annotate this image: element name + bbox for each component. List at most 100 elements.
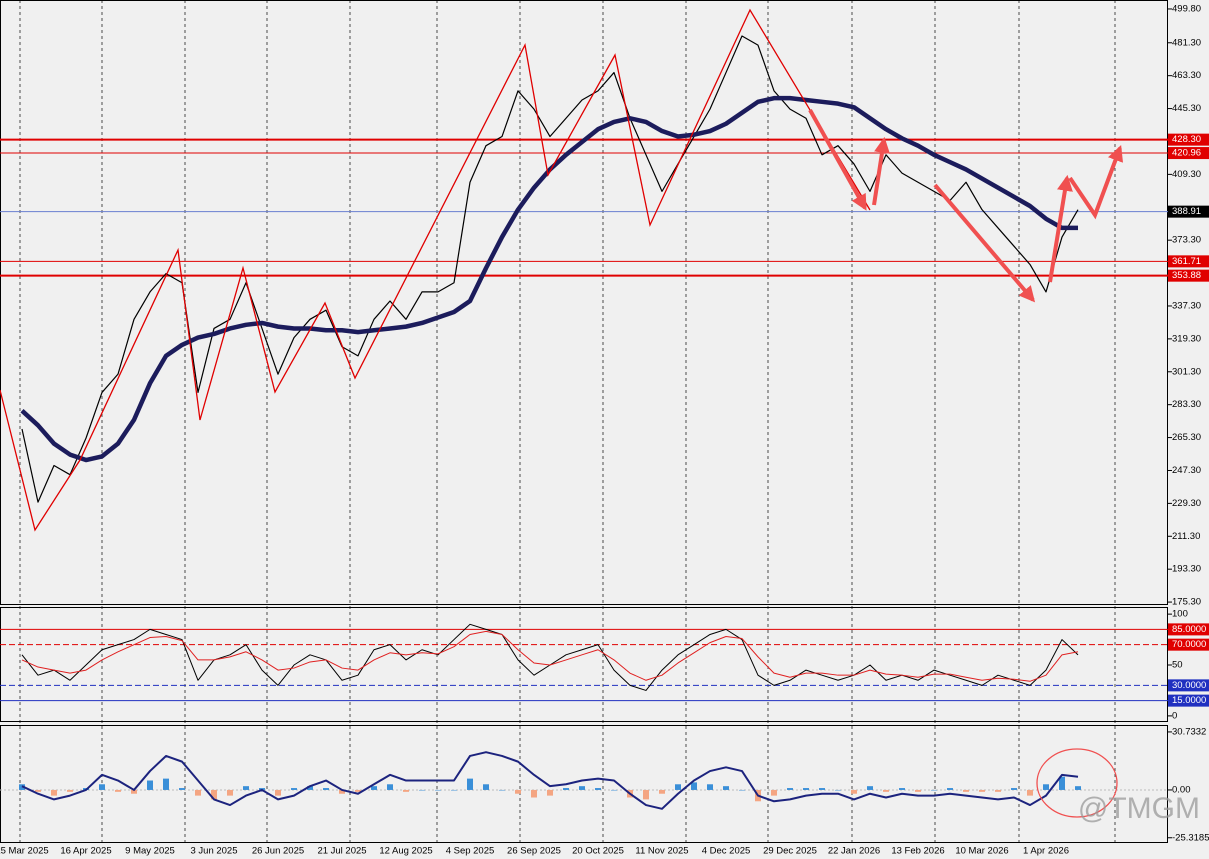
histogram-bar (579, 786, 585, 790)
arrow (933, 183, 1036, 303)
x-tick-label: 21 Jul 2025 (317, 846, 366, 857)
histogram-bar (307, 786, 313, 790)
level-label: 85.0000 (1172, 624, 1206, 635)
trend-arrows (808, 109, 1124, 303)
x-tick-label: 4 Dec 2025 (702, 846, 751, 857)
x-tick-label: 11 Nov 2025 (635, 846, 688, 857)
highlight-circle (1036, 748, 1118, 818)
arrow (808, 109, 867, 211)
histogram-bar (803, 788, 809, 790)
histogram-bar (1011, 788, 1017, 790)
level-label-box (1168, 694, 1209, 707)
histogram-bar (643, 789, 649, 800)
y-tick-label: 229.30 (1172, 498, 1201, 509)
level-label: 428.30 (1172, 134, 1201, 145)
histogram-bar (1027, 789, 1033, 796)
histogram-bar (51, 789, 57, 796)
histogram-bar (995, 789, 1001, 792)
histogram-bar (915, 789, 921, 792)
level-label-box (1168, 269, 1209, 282)
histogram-bar (1043, 784, 1049, 790)
y-tick-label: 283.30 (1172, 399, 1201, 410)
panel-frame (0, 725, 1168, 843)
histogram-bar (515, 789, 521, 794)
zigzag-drawing (0, 8, 871, 532)
histogram-bar (67, 789, 73, 792)
histogram-bar (355, 789, 361, 792)
y-tick-label: 445.30 (1172, 103, 1201, 114)
histogram-bar (451, 789, 457, 791)
histogram-bar (883, 789, 889, 792)
histogram-bar (467, 778, 473, 790)
y-tick-label: 0.00 (1172, 784, 1191, 795)
y-tick-label: 265.30 (1172, 432, 1201, 443)
y-tick-label: 100 (1172, 609, 1188, 620)
histogram-bar (339, 789, 345, 794)
histogram-bar (435, 789, 441, 791)
y-tick-label: 409.30 (1172, 169, 1201, 180)
series-line (21, 630, 1079, 682)
y-tick-label: 30.7332 (1172, 726, 1206, 737)
watermark: @TMGM (1078, 792, 1200, 825)
level-label-box (1168, 147, 1209, 160)
y-tick-label: 50 (1172, 660, 1183, 671)
y-tick-label: 319.30 (1172, 333, 1201, 344)
series-line (20, 95, 1078, 463)
x-tick-label: 16 Apr 2025 (60, 846, 111, 857)
x-tick-label: 29 Dec 2025 (763, 846, 817, 857)
histogram-bar (979, 789, 985, 792)
x-tick-label: 26 Jun 2025 (252, 846, 304, 857)
histogram-bar (195, 789, 201, 796)
x-tick-label: 13 Feb 2026 (891, 846, 944, 857)
histogram-bar (243, 786, 249, 790)
x-tick-label: 10 Mar 2026 (955, 846, 1008, 857)
x-tick-label: 20 Oct 2025 (572, 846, 624, 857)
y-tick-label: 247.30 (1172, 465, 1201, 476)
histogram-bar (291, 788, 297, 790)
x-tick-label: 1 Apr 2026 (1023, 846, 1069, 857)
y-tick-label: -25.3185 (1172, 832, 1209, 843)
histogram-bar (499, 789, 505, 791)
x-tick-label: 25 Mar 2025 (0, 846, 49, 857)
histogram-bar (419, 789, 425, 791)
panel-frame (0, 0, 1168, 605)
x-tick-label: 26 Sep 2025 (507, 846, 561, 857)
histogram-bar (403, 789, 409, 792)
histogram-bar (723, 786, 729, 790)
level-label: 420.96 (1172, 148, 1201, 159)
series-line (21, 751, 1079, 810)
level-label-box (1168, 133, 1209, 146)
histogram-bar (835, 789, 841, 791)
histogram-bar (675, 784, 681, 790)
level-label-box (1168, 205, 1209, 218)
histogram-bar (691, 782, 697, 790)
level-label: 388.91 (1172, 206, 1201, 217)
histogram-bar (1075, 786, 1081, 790)
series-line (21, 35, 1079, 503)
x-tick-label: 22 Jan 2026 (828, 846, 880, 857)
histogram-bar (163, 778, 169, 790)
histogram-bar (739, 789, 745, 791)
histogram-bar (547, 789, 553, 796)
y-tick-label: 499.80 (1172, 3, 1201, 14)
level-label: 70.0000 (1172, 639, 1206, 650)
histogram-bar (227, 789, 233, 796)
x-tick-label: 3 Jun 2025 (190, 846, 237, 857)
histogram-bar (35, 789, 41, 792)
histogram-bar (1059, 776, 1065, 790)
panel-frame (0, 607, 1168, 722)
histogram-bar (371, 786, 377, 790)
plot-background (0, 0, 1168, 859)
arrow (872, 136, 890, 206)
y-tick-label: 0 (1172, 710, 1177, 721)
histogram-bar (867, 786, 873, 790)
histogram-bar (483, 784, 489, 790)
level-label-box (1168, 255, 1209, 268)
x-tick-label: 9 May 2025 (125, 846, 175, 857)
y-tick-label: 337.30 (1172, 300, 1201, 311)
arrow (1048, 174, 1073, 283)
histogram-bar (931, 789, 937, 791)
histogram-bar (131, 789, 137, 794)
histogram-bar (851, 789, 857, 794)
